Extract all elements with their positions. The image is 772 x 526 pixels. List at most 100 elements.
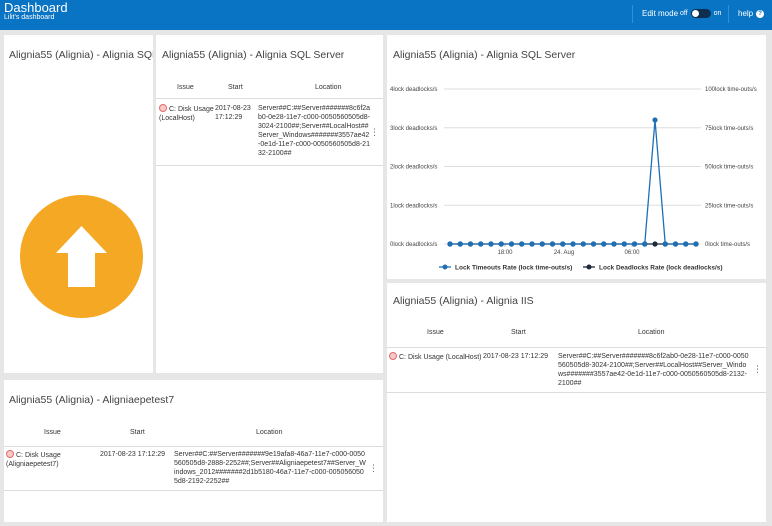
data-point[interactable] — [447, 241, 453, 247]
error-status-icon — [6, 450, 14, 458]
y-right-tick-label: 25lock time-outs/s — [705, 203, 753, 209]
data-point[interactable] — [488, 241, 494, 247]
sql-issues-panel: Alignia55 (Alignia) - Alignia SQL Server… — [156, 35, 383, 373]
start-cell: 2017-08-23 17:12:29 — [100, 451, 165, 458]
y-left-tick-label: 4lock deadlocks/s — [390, 87, 437, 93]
status-panel: Alignia55 (Alignia) - Alignia SQL Server — [4, 35, 153, 373]
column-header-start[interactable]: Start — [511, 329, 526, 336]
data-point[interactable] — [672, 241, 679, 247]
data-point[interactable] — [683, 241, 689, 247]
column-header-location[interactable]: Location — [638, 329, 665, 336]
data-point[interactable] — [621, 241, 627, 247]
row-menu-icon[interactable]: ⋮ — [369, 463, 378, 473]
data-point[interactable] — [498, 241, 504, 247]
row-menu-icon[interactable]: ⋮ — [753, 364, 762, 374]
arrow-up-icon — [56, 226, 107, 287]
y-right-tick-label: 0lock time-outs/s — [705, 242, 750, 248]
data-point[interactable] — [652, 117, 658, 123]
data-point[interactable] — [662, 241, 668, 247]
iis-issues-panel: Alignia55 (Alignia) - Alignia IIS Issue … — [387, 283, 766, 522]
y-left-tick-label: 3lock deadlocks/s — [390, 126, 437, 132]
data-point[interactable] — [590, 241, 597, 247]
row-divider — [387, 347, 766, 348]
data-point[interactable] — [549, 241, 556, 247]
y-right-tick-label: 100lock time-outs/s — [705, 87, 757, 93]
legend-item[interactable]: Lock Deadlocks Rate (lock deadlocks/s) — [599, 265, 723, 272]
row-menu-icon[interactable]: ⋮ — [370, 127, 379, 137]
location-cell: Server##C:##Server#######9e19afa8-46a7-1… — [174, 451, 366, 485]
start-cell: 2017-08-23 17:12:29 — [215, 105, 251, 121]
issue-text: C: Disk Usage (Aligniaepetest7) — [6, 452, 61, 468]
y-left-tick-label: 2lock deadlocks/s — [390, 165, 437, 171]
x-tick-label: 24. Aug — [554, 250, 574, 256]
data-point[interactable] — [693, 241, 699, 247]
legend-marker — [586, 264, 592, 270]
data-point[interactable] — [478, 241, 484, 247]
data-point[interactable] — [580, 241, 586, 247]
x-tick-label: 06:00 — [624, 250, 640, 256]
column-header-location[interactable]: Location — [315, 84, 342, 91]
chart-panel: Alignia55 (Alignia) - Alignia SQL Server… — [387, 35, 766, 279]
issue-cell[interactable]: C: Disk Usage (Aligniaepetest7) — [6, 450, 98, 469]
data-point[interactable] — [560, 241, 566, 247]
pe-issues-panel: Alignia55 (Alignia) - Aligniaepetest7 Is… — [4, 380, 383, 522]
column-header-issue[interactable]: Issue — [427, 329, 444, 336]
column-header-start[interactable]: Start — [228, 84, 243, 91]
page-title: Dashboard — [4, 0, 68, 15]
data-point[interactable] — [539, 241, 545, 247]
data-point[interactable] — [652, 241, 658, 247]
panel-title: Alignia55 (Alignia) - Alignia SQL Server — [9, 49, 153, 61]
data-point[interactable] — [529, 241, 535, 247]
y-right-tick-label: 75lock time-outs/s — [705, 126, 753, 132]
data-point[interactable] — [570, 241, 576, 247]
data-point[interactable] — [519, 241, 525, 247]
data-point[interactable] — [457, 241, 463, 247]
edit-mode-toggle[interactable]: off on — [680, 9, 721, 18]
lock-rates-chart[interactable]: 0lock deadlocks/s 0lock time-outs/s 1lock … — [387, 35, 766, 279]
y-right-tick-label: 50lock time-outs/s — [705, 165, 753, 171]
y-left-tick-label: 0lock deadlocks/s — [390, 242, 437, 248]
toggle-track[interactable] — [690, 9, 711, 18]
dashboard-name: Lilit's dashboard — [4, 14, 55, 21]
error-status-icon — [389, 352, 397, 360]
location-cell: Server##C:##Server#######8c6f2ab0-0e28-1… — [558, 353, 749, 387]
data-point[interactable] — [508, 241, 515, 247]
data-point[interactable] — [611, 241, 617, 247]
data-point[interactable] — [467, 241, 474, 247]
column-header-start[interactable]: Start — [130, 429, 145, 436]
column-header-issue[interactable]: Issue — [44, 429, 61, 436]
column-header-issue[interactable]: Issue — [177, 84, 194, 91]
panel-title: Alignia55 (Alignia) - Aligniaepetest7 — [9, 394, 175, 406]
status-circle[interactable] — [20, 195, 143, 318]
help-button[interactable]: help ? — [738, 9, 765, 18]
data-point[interactable] — [642, 241, 648, 247]
panel-title: Alignia55 (Alignia) - Alignia IIS — [393, 295, 534, 307]
issue-text: C: Disk Usage (LocalHost) — [159, 106, 214, 122]
row-divider — [387, 392, 766, 393]
start-cell: 2017-08-23 17:12:29 — [483, 353, 548, 360]
toggle-off-label: off — [680, 10, 688, 17]
issue-text: C: Disk Usage (LocalHost) — [399, 354, 482, 361]
row-divider — [156, 98, 383, 99]
toggle-on-label: on — [713, 10, 722, 17]
column-header-location[interactable]: Location — [256, 429, 283, 436]
legend-marker — [442, 264, 448, 270]
header-divider — [632, 5, 633, 23]
row-divider — [156, 165, 383, 166]
error-status-icon — [159, 104, 167, 112]
toggle-knob[interactable] — [691, 10, 699, 17]
issue-cell[interactable]: C: Disk Usage (LocalHost) — [159, 104, 217, 123]
data-point[interactable] — [631, 241, 638, 247]
y-left-tick-label: 1lock deadlocks/s — [390, 203, 437, 209]
header-divider — [728, 5, 729, 23]
help-icon: ? — [756, 9, 765, 18]
issue-cell[interactable]: C: Disk Usage (LocalHost) — [389, 352, 485, 362]
series-line — [450, 119, 696, 245]
top-bar: Dashboard Lilit's dashboard Edit mode of… — [0, 0, 772, 30]
legend-item[interactable]: Lock Timeouts Rate (lock time-outs/s) — [455, 265, 572, 272]
x-tick-label: 18:00 — [497, 250, 513, 256]
row-divider — [4, 490, 383, 491]
data-point[interactable] — [601, 241, 607, 247]
location-cell: Server##C:##Server#######8c6f2ab0-0e28-1… — [258, 105, 371, 157]
edit-mode-label: Edit mode — [642, 9, 679, 18]
